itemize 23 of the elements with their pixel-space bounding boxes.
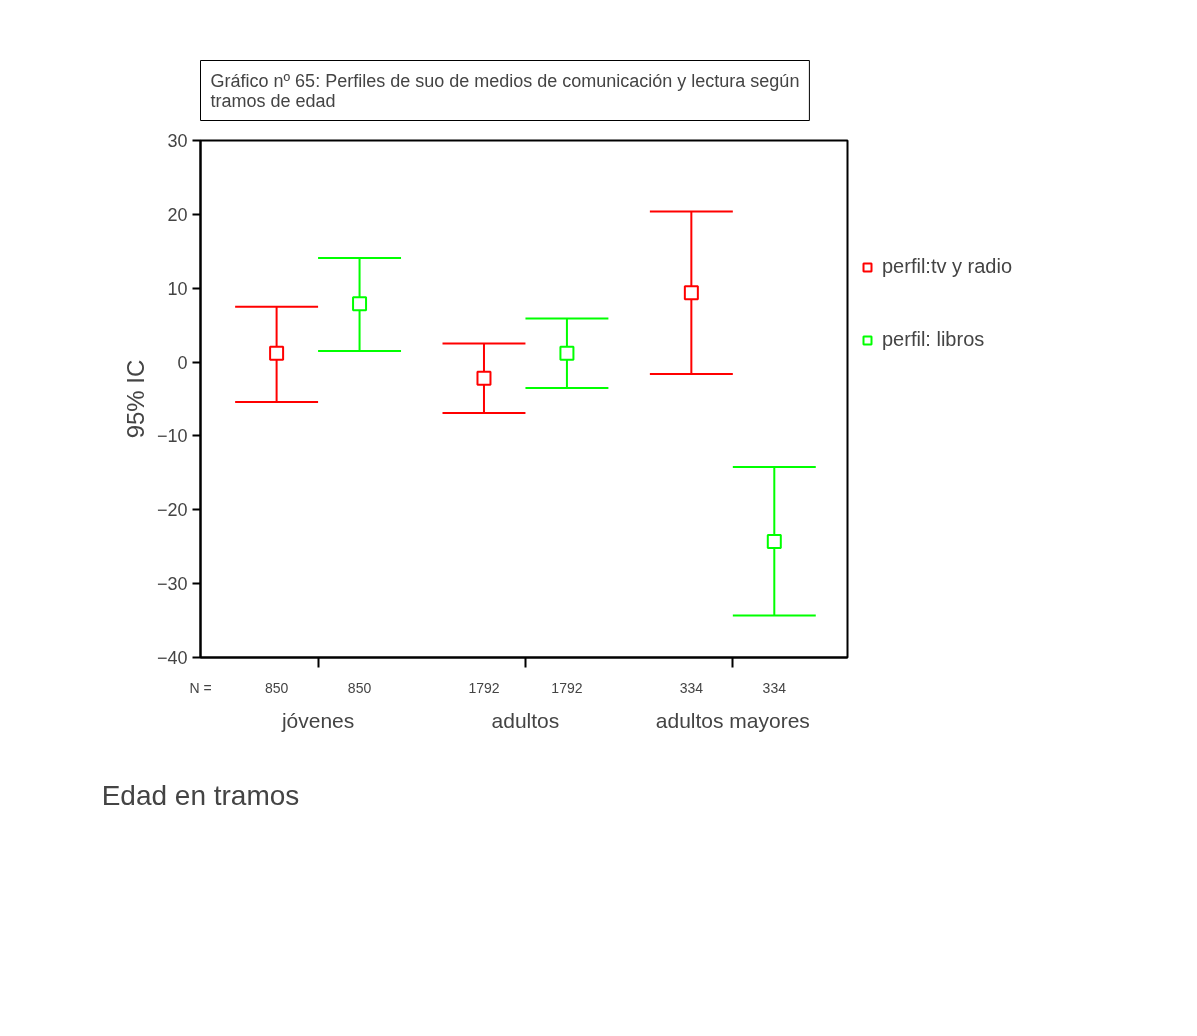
y-tick-label: −30 <box>156 574 188 595</box>
y-tick-label: −40 <box>156 648 188 668</box>
x-tick-label: adultos <box>491 708 560 732</box>
legend-label: perfil: libros <box>882 328 985 351</box>
text: 1792 <box>551 679 583 696</box>
x-tick-label: adultos mayores <box>655 708 810 732</box>
y-tick-label: 30 <box>167 131 188 151</box>
text: N = <box>189 679 212 696</box>
y-tick-label: 20 <box>167 204 188 225</box>
text: 334 <box>679 679 704 696</box>
legend-label: perfil:tv y radio <box>882 255 1013 278</box>
y-tick-label: −20 <box>156 500 188 521</box>
x-tick-label: jóvenes <box>280 708 355 732</box>
text: 850 <box>264 679 289 696</box>
text: 850 <box>347 679 372 696</box>
text: 1792 <box>468 679 500 696</box>
y-tick-label: 10 <box>167 278 188 299</box>
y-tick-label: −10 <box>156 426 188 447</box>
chart-title: Gráfico nº 65: Perfiles de suo de medios de comunicación y lectura según tramos de edad <box>210 70 800 111</box>
x-axis-title: Edad en tramos <box>101 779 300 811</box>
y-axis-title: 95% IC <box>121 359 149 439</box>
text: 334 <box>762 679 787 696</box>
y-tick-label: 0 <box>177 352 188 373</box>
